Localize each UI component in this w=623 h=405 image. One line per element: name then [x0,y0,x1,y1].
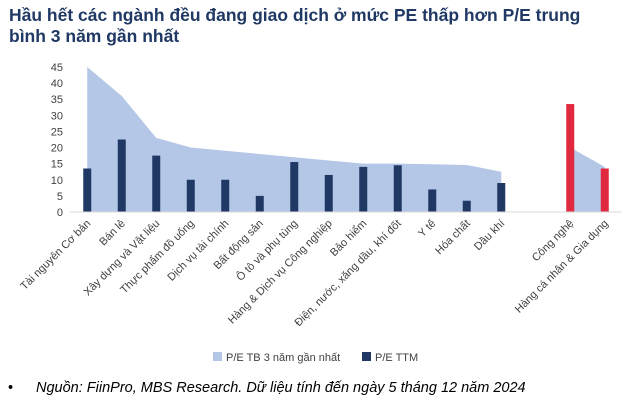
x-tick-label: Bán lẻ [97,218,128,249]
x-tick-label: Hóa chất [433,218,473,258]
source-text: Nguồn: FiinPro, MBS Research. Dữ liệu tí… [36,380,526,396]
bar-12 [497,183,506,212]
bar-6 [290,162,299,212]
pe-chart: 0 5 10 15 20 25 30 35 40 45 Tài nguyên Cơ bản Bán … [18,62,622,364]
bar-8 [359,166,368,212]
source-note: • Nguồn: FiinPro, MBS Research. Dữ liệu t… [8,380,526,396]
x-tick-label: Tài nguyên Cơ bản [18,218,93,293]
x-tick-label: Y tế [416,218,438,240]
bar-layer [83,104,609,212]
y-tick-label: 5 [57,191,63,203]
bar-11 [462,200,471,212]
y-tick-layer: 0 5 10 15 20 25 30 35 40 45 [51,62,63,219]
area-layer [87,67,605,212]
legend-label-bar: P/E TTM [375,352,418,364]
legend: P/E TB 3 năm gần nhất P/E TTM [213,352,418,364]
bar-3 [186,179,195,212]
bar-15 [600,168,609,212]
legend-swatch-area [213,352,222,361]
area-segment-1 [570,147,605,212]
legend-label-area: P/E TB 3 năm gần nhất [226,352,340,364]
y-tick-label: 25 [51,126,63,138]
y-tick-label: 45 [51,62,63,74]
bar-1 [117,139,126,212]
bar-4 [221,179,230,212]
bar-10 [428,189,437,212]
legend-swatch-bar [362,352,371,361]
y-tick-label: 20 [51,143,63,155]
bar-2 [152,155,161,212]
x-tick-label: Ô tô và phụ tùng [234,217,301,284]
y-tick-label: 30 [51,110,63,122]
y-tick-label: 40 [51,78,63,90]
source-bullet: • [8,380,14,396]
y-tick-label: 15 [51,159,63,171]
y-tick-label: 0 [57,207,63,219]
y-tick-label: 35 [51,94,63,106]
bar-9 [393,165,402,212]
bar-5 [255,195,264,212]
bar-7 [324,174,333,212]
bar-0 [83,168,92,212]
x-tick-label: Dầu khí [472,218,507,253]
chart-title: Hầu hết các ngành đều đang giao dịch ở m… [9,5,581,46]
x-tick-label: Dịch vụ tài chính [165,218,231,284]
y-tick-label: 10 [51,175,63,187]
bar-14 [566,104,575,212]
